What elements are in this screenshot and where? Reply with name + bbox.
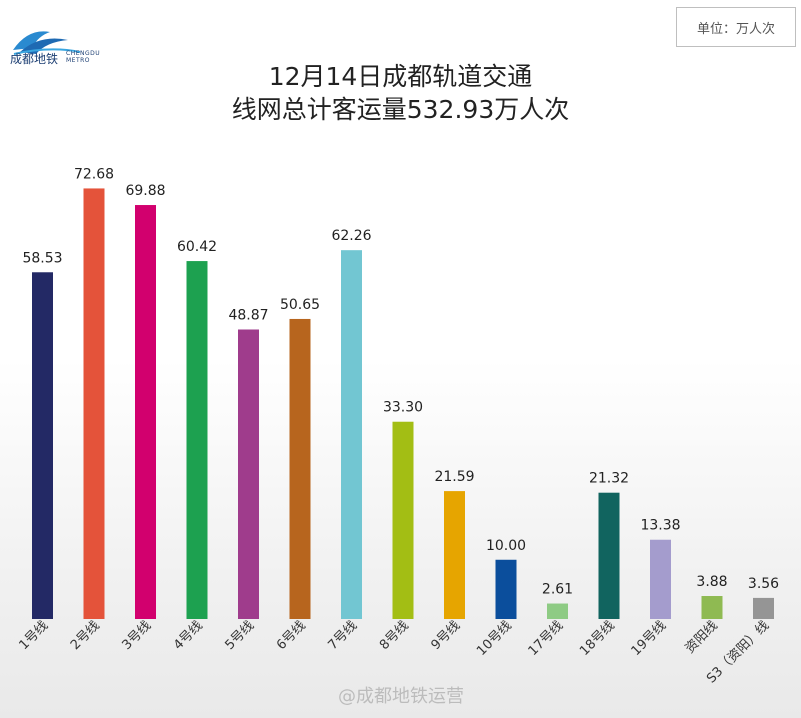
category-label-13: 19号线 [629, 618, 670, 659]
category-label-14: 资阳线 [683, 618, 721, 656]
bar-value-label-8: 33.30 [383, 400, 423, 416]
bar-2 [83, 188, 105, 620]
bar-value-label-14: 3.88 [696, 574, 727, 590]
bar-value-label-6: 50.65 [280, 297, 320, 313]
unit-label: 单位：万人次 [676, 7, 796, 47]
category-label-6: 6号线 [274, 618, 309, 653]
bar-value-label-5: 48.87 [228, 307, 268, 323]
category-label-2: 2号线 [68, 618, 103, 653]
logo-english-line1: CHENGDU [66, 50, 101, 57]
bar-5 [238, 329, 259, 619]
bar-6 [289, 318, 311, 619]
bar-8 [392, 421, 414, 619]
bar-value-label-12: 21.32 [589, 471, 629, 487]
category-label-7: 7号线 [325, 618, 360, 653]
bar-value-label-11: 2.61 [542, 582, 573, 598]
bar-10 [495, 559, 517, 619]
bar-value-label-9: 21.59 [434, 469, 474, 485]
bar-value-label-13: 13.38 [640, 518, 680, 534]
bar-7 [341, 250, 362, 619]
category-label-9: 9号线 [428, 618, 463, 653]
bar-15 [753, 597, 774, 619]
logo-english-name: CHENGDU METRO [66, 50, 100, 64]
logo-english-line2: METRO [66, 57, 91, 64]
category-label-12: 18号线 [577, 618, 618, 659]
chart-title-line1: 12月14日成都轨道交通 [268, 62, 533, 91]
bar-14 [701, 596, 723, 619]
bar-9 [444, 491, 465, 619]
category-label-11: 17号线 [526, 618, 567, 659]
category-label-3: 3号线 [119, 618, 154, 653]
bar-value-label-3: 69.88 [125, 183, 165, 199]
category-label-1: 1号线 [16, 618, 51, 653]
bar-value-label-7: 62.26 [331, 228, 371, 244]
category-label-5: 5号线 [222, 618, 257, 653]
bar-value-label-2: 72.68 [74, 166, 114, 182]
bar-13 [650, 539, 671, 619]
watermark-text: @成都地铁运营 [338, 686, 464, 707]
category-label-4: 4号线 [171, 618, 206, 653]
chart-title-line2: 线网总计客运量532.93万人次 [231, 95, 570, 124]
bar-3 [135, 205, 156, 619]
bar-value-label-1: 58.53 [22, 250, 62, 266]
bar-12 [598, 492, 620, 619]
bar-value-label-4: 60.42 [177, 239, 217, 255]
logo-chinese-name: 成都地铁 [10, 52, 59, 66]
chengdu-metro-logo-icon [13, 31, 81, 55]
category-label-10: 10号线 [474, 618, 515, 659]
bar-11 [547, 603, 568, 619]
bar-value-label-15: 3.56 [748, 576, 779, 592]
bar-1 [32, 272, 53, 619]
bar-4 [186, 261, 208, 619]
category-label-8: 8号线 [377, 618, 412, 653]
bar-value-label-10: 10.00 [486, 538, 526, 554]
